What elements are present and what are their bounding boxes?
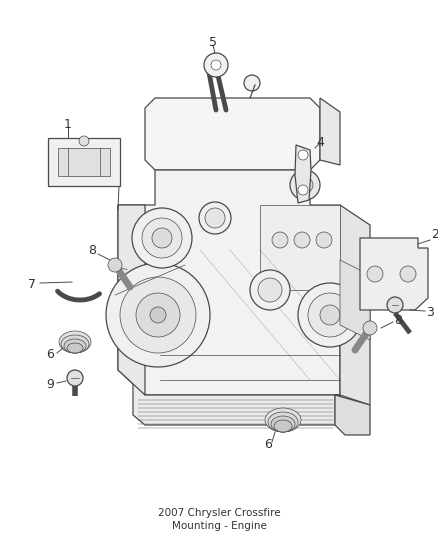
Circle shape (199, 202, 231, 234)
Circle shape (204, 53, 228, 77)
Polygon shape (360, 238, 428, 310)
Polygon shape (320, 98, 340, 165)
Circle shape (400, 266, 416, 282)
Polygon shape (160, 170, 178, 205)
Circle shape (106, 263, 210, 367)
Circle shape (142, 218, 182, 258)
Polygon shape (264, 170, 282, 205)
Circle shape (132, 208, 192, 268)
Ellipse shape (64, 339, 86, 353)
Text: 7: 7 (28, 279, 36, 292)
Circle shape (67, 370, 83, 386)
Circle shape (367, 266, 383, 282)
Circle shape (258, 278, 282, 302)
Circle shape (308, 293, 352, 337)
Ellipse shape (61, 335, 89, 353)
Polygon shape (133, 370, 340, 425)
Ellipse shape (265, 408, 301, 432)
Circle shape (250, 270, 290, 310)
Polygon shape (290, 170, 308, 205)
Text: 5: 5 (209, 36, 217, 49)
Circle shape (150, 307, 166, 323)
Circle shape (290, 170, 320, 200)
Circle shape (205, 208, 225, 228)
Circle shape (298, 283, 362, 347)
Ellipse shape (271, 416, 295, 432)
Polygon shape (118, 170, 340, 395)
Circle shape (79, 136, 89, 146)
Polygon shape (118, 205, 145, 395)
Polygon shape (238, 170, 256, 205)
Text: 8: 8 (88, 244, 96, 256)
Text: 2: 2 (431, 229, 438, 241)
Polygon shape (145, 98, 320, 170)
Text: 3: 3 (426, 306, 434, 319)
Ellipse shape (274, 420, 292, 432)
Ellipse shape (59, 331, 91, 353)
Circle shape (120, 277, 196, 353)
Circle shape (244, 75, 260, 91)
Ellipse shape (67, 343, 83, 353)
Polygon shape (212, 170, 230, 205)
Text: 6: 6 (264, 439, 272, 451)
Polygon shape (340, 205, 370, 405)
Ellipse shape (268, 412, 298, 432)
Circle shape (387, 297, 403, 313)
Polygon shape (335, 395, 370, 435)
Circle shape (298, 150, 308, 160)
Polygon shape (295, 145, 311, 203)
Polygon shape (260, 205, 340, 290)
Text: 8: 8 (394, 313, 402, 327)
Polygon shape (340, 260, 370, 340)
Polygon shape (48, 138, 120, 186)
Circle shape (108, 258, 122, 272)
Text: 1: 1 (64, 118, 72, 132)
Circle shape (294, 232, 310, 248)
Circle shape (136, 293, 180, 337)
Circle shape (272, 232, 288, 248)
Text: 4: 4 (316, 135, 324, 149)
Text: 9: 9 (46, 378, 54, 392)
Circle shape (298, 185, 308, 195)
Polygon shape (58, 148, 110, 176)
Circle shape (320, 305, 340, 325)
Circle shape (152, 228, 172, 248)
Polygon shape (186, 170, 204, 205)
Circle shape (363, 321, 377, 335)
Text: 6: 6 (46, 349, 54, 361)
Circle shape (316, 232, 332, 248)
Circle shape (211, 60, 221, 70)
Text: 2007 Chrysler Crossfire
Mounting - Engine: 2007 Chrysler Crossfire Mounting - Engin… (158, 508, 280, 531)
Circle shape (297, 177, 313, 193)
